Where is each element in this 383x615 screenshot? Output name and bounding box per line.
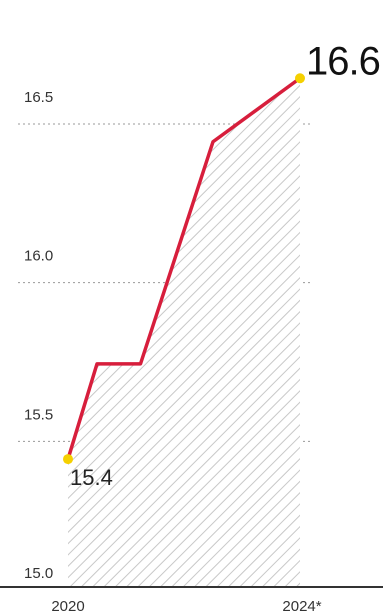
data-point-marker	[295, 73, 305, 84]
y-tick-label: 16.5	[24, 89, 53, 106]
series-line	[66, 76, 302, 461]
data-points	[63, 73, 305, 465]
area-fill	[68, 78, 300, 588]
y-tick-label: 15.0	[24, 565, 53, 582]
x-tick-label: 2024*	[282, 598, 321, 615]
y-tick-label: 15.5	[24, 406, 53, 423]
y-tick-label: 16.0	[24, 248, 53, 265]
data-label-start: 15.4	[70, 465, 113, 490]
x-tick-label: 2020	[51, 598, 84, 615]
data-point-marker	[63, 454, 73, 465]
y-tick-labels: 15.0 15.5 16.0 16.5	[24, 89, 53, 582]
x-tick-labels: 2020 2024*	[51, 598, 321, 615]
data-labels: 15.4 16.6	[70, 39, 381, 490]
data-label-end: 16.6	[306, 39, 380, 83]
